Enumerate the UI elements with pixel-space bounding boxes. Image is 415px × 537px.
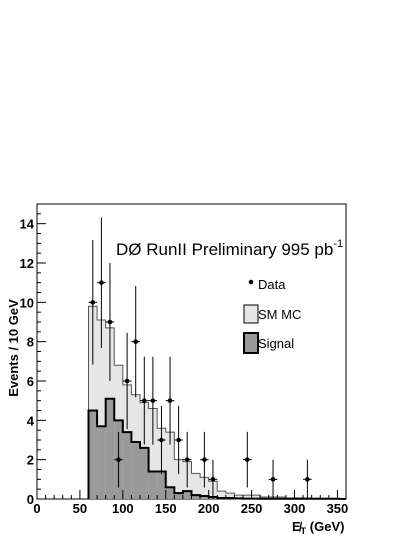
signal-bar bbox=[122, 432, 132, 499]
sm-mc-bar bbox=[243, 495, 252, 499]
data-marker bbox=[150, 398, 156, 403]
signal-bar bbox=[131, 441, 140, 499]
sm-mc-bar bbox=[165, 432, 175, 499]
sm-mc-bar bbox=[97, 320, 106, 499]
data-point bbox=[122, 332, 132, 430]
data-marker bbox=[270, 477, 276, 482]
x-tick-label: 200 bbox=[198, 501, 220, 516]
data-marker bbox=[305, 477, 310, 482]
data-point bbox=[140, 356, 149, 445]
x-tick-label: 100 bbox=[112, 501, 134, 516]
signal-bar bbox=[174, 493, 183, 499]
data-point bbox=[88, 240, 98, 365]
sm-mc-bar bbox=[191, 473, 201, 499]
data-marker bbox=[244, 457, 250, 462]
x-tick-label: 0 bbox=[33, 501, 40, 516]
data-point bbox=[97, 217, 106, 348]
legend-label-sm-mc: SM MC bbox=[258, 307, 301, 322]
legend-item-data: Data bbox=[248, 277, 286, 292]
y-tick-label: 6 bbox=[27, 374, 34, 389]
data-marker bbox=[210, 477, 216, 482]
y-tick-label: 14 bbox=[20, 217, 35, 232]
signal-bar bbox=[97, 426, 106, 499]
plot-title: DØ RunII Preliminary 995 pb-1 bbox=[116, 238, 343, 259]
legend-label-signal: Signal bbox=[258, 336, 294, 351]
sm-mc-bar bbox=[200, 477, 209, 499]
y-tick-label: 8 bbox=[27, 335, 34, 350]
y-tick-label: 10 bbox=[20, 295, 34, 310]
signal-bar bbox=[165, 487, 175, 499]
data-marker bbox=[184, 457, 190, 462]
x-tick-label: 150 bbox=[155, 501, 177, 516]
sm-mc-bar bbox=[225, 493, 235, 499]
y-tick-label: 2 bbox=[27, 453, 34, 468]
y-tick-label: 0 bbox=[27, 492, 34, 507]
data-point bbox=[243, 431, 252, 488]
legend-sm-mc-swatch bbox=[243, 304, 259, 324]
data-point bbox=[157, 405, 166, 475]
data-marker bbox=[167, 398, 173, 403]
y-tick-label: 4 bbox=[27, 413, 35, 428]
x-tick-label: 300 bbox=[284, 501, 306, 516]
data-marker bbox=[90, 300, 96, 305]
data-point bbox=[208, 459, 218, 499]
data-point bbox=[268, 459, 278, 499]
legend-label-data: Data bbox=[258, 277, 286, 292]
data-point bbox=[131, 286, 140, 398]
legend-signal-swatch bbox=[243, 332, 259, 354]
signal-bar bbox=[200, 496, 209, 499]
signal-bar bbox=[182, 491, 192, 499]
signal-bar bbox=[105, 398, 115, 499]
data-point bbox=[200, 431, 209, 488]
data-point bbox=[174, 405, 183, 475]
data-point bbox=[165, 356, 175, 445]
x-axis-title: E̸T (GeV) bbox=[292, 519, 344, 536]
y-tick-label: 12 bbox=[20, 256, 34, 271]
data-point bbox=[114, 431, 123, 488]
data-marker bbox=[176, 437, 181, 443]
data-marker bbox=[99, 280, 104, 285]
data-marker bbox=[202, 457, 207, 462]
data-point bbox=[182, 431, 192, 488]
sm-mc-bar bbox=[148, 408, 158, 499]
sm-mc-bar bbox=[234, 495, 243, 499]
x-tick-label: 50 bbox=[73, 501, 87, 516]
signal-bar bbox=[148, 471, 158, 499]
legend-data-marker bbox=[248, 279, 254, 285]
sm-mc-bar bbox=[174, 459, 183, 499]
data-marker bbox=[116, 457, 121, 462]
data-marker bbox=[107, 319, 113, 325]
data-point bbox=[303, 459, 312, 499]
sm-mc-bar bbox=[88, 306, 98, 499]
data-marker bbox=[133, 339, 139, 344]
legend-item-sm-mc: SM MC bbox=[243, 304, 301, 324]
signal-bar bbox=[191, 495, 201, 499]
sm-mc-bar bbox=[251, 495, 261, 499]
sm-mc-bar bbox=[217, 491, 226, 499]
data-marker bbox=[124, 378, 130, 384]
legend-item-signal: Signal bbox=[243, 332, 294, 354]
data-point bbox=[105, 263, 115, 381]
signal-bar bbox=[157, 471, 166, 499]
x-tick-label: 250 bbox=[241, 501, 263, 516]
data-marker bbox=[141, 398, 147, 403]
y-axis-title: Events / 10 GeV bbox=[6, 299, 21, 397]
data-point bbox=[148, 356, 158, 445]
signal-bar bbox=[88, 410, 98, 499]
data-marker bbox=[159, 437, 164, 443]
x-tick-label: 350 bbox=[327, 501, 349, 516]
signal-bar bbox=[140, 447, 149, 499]
